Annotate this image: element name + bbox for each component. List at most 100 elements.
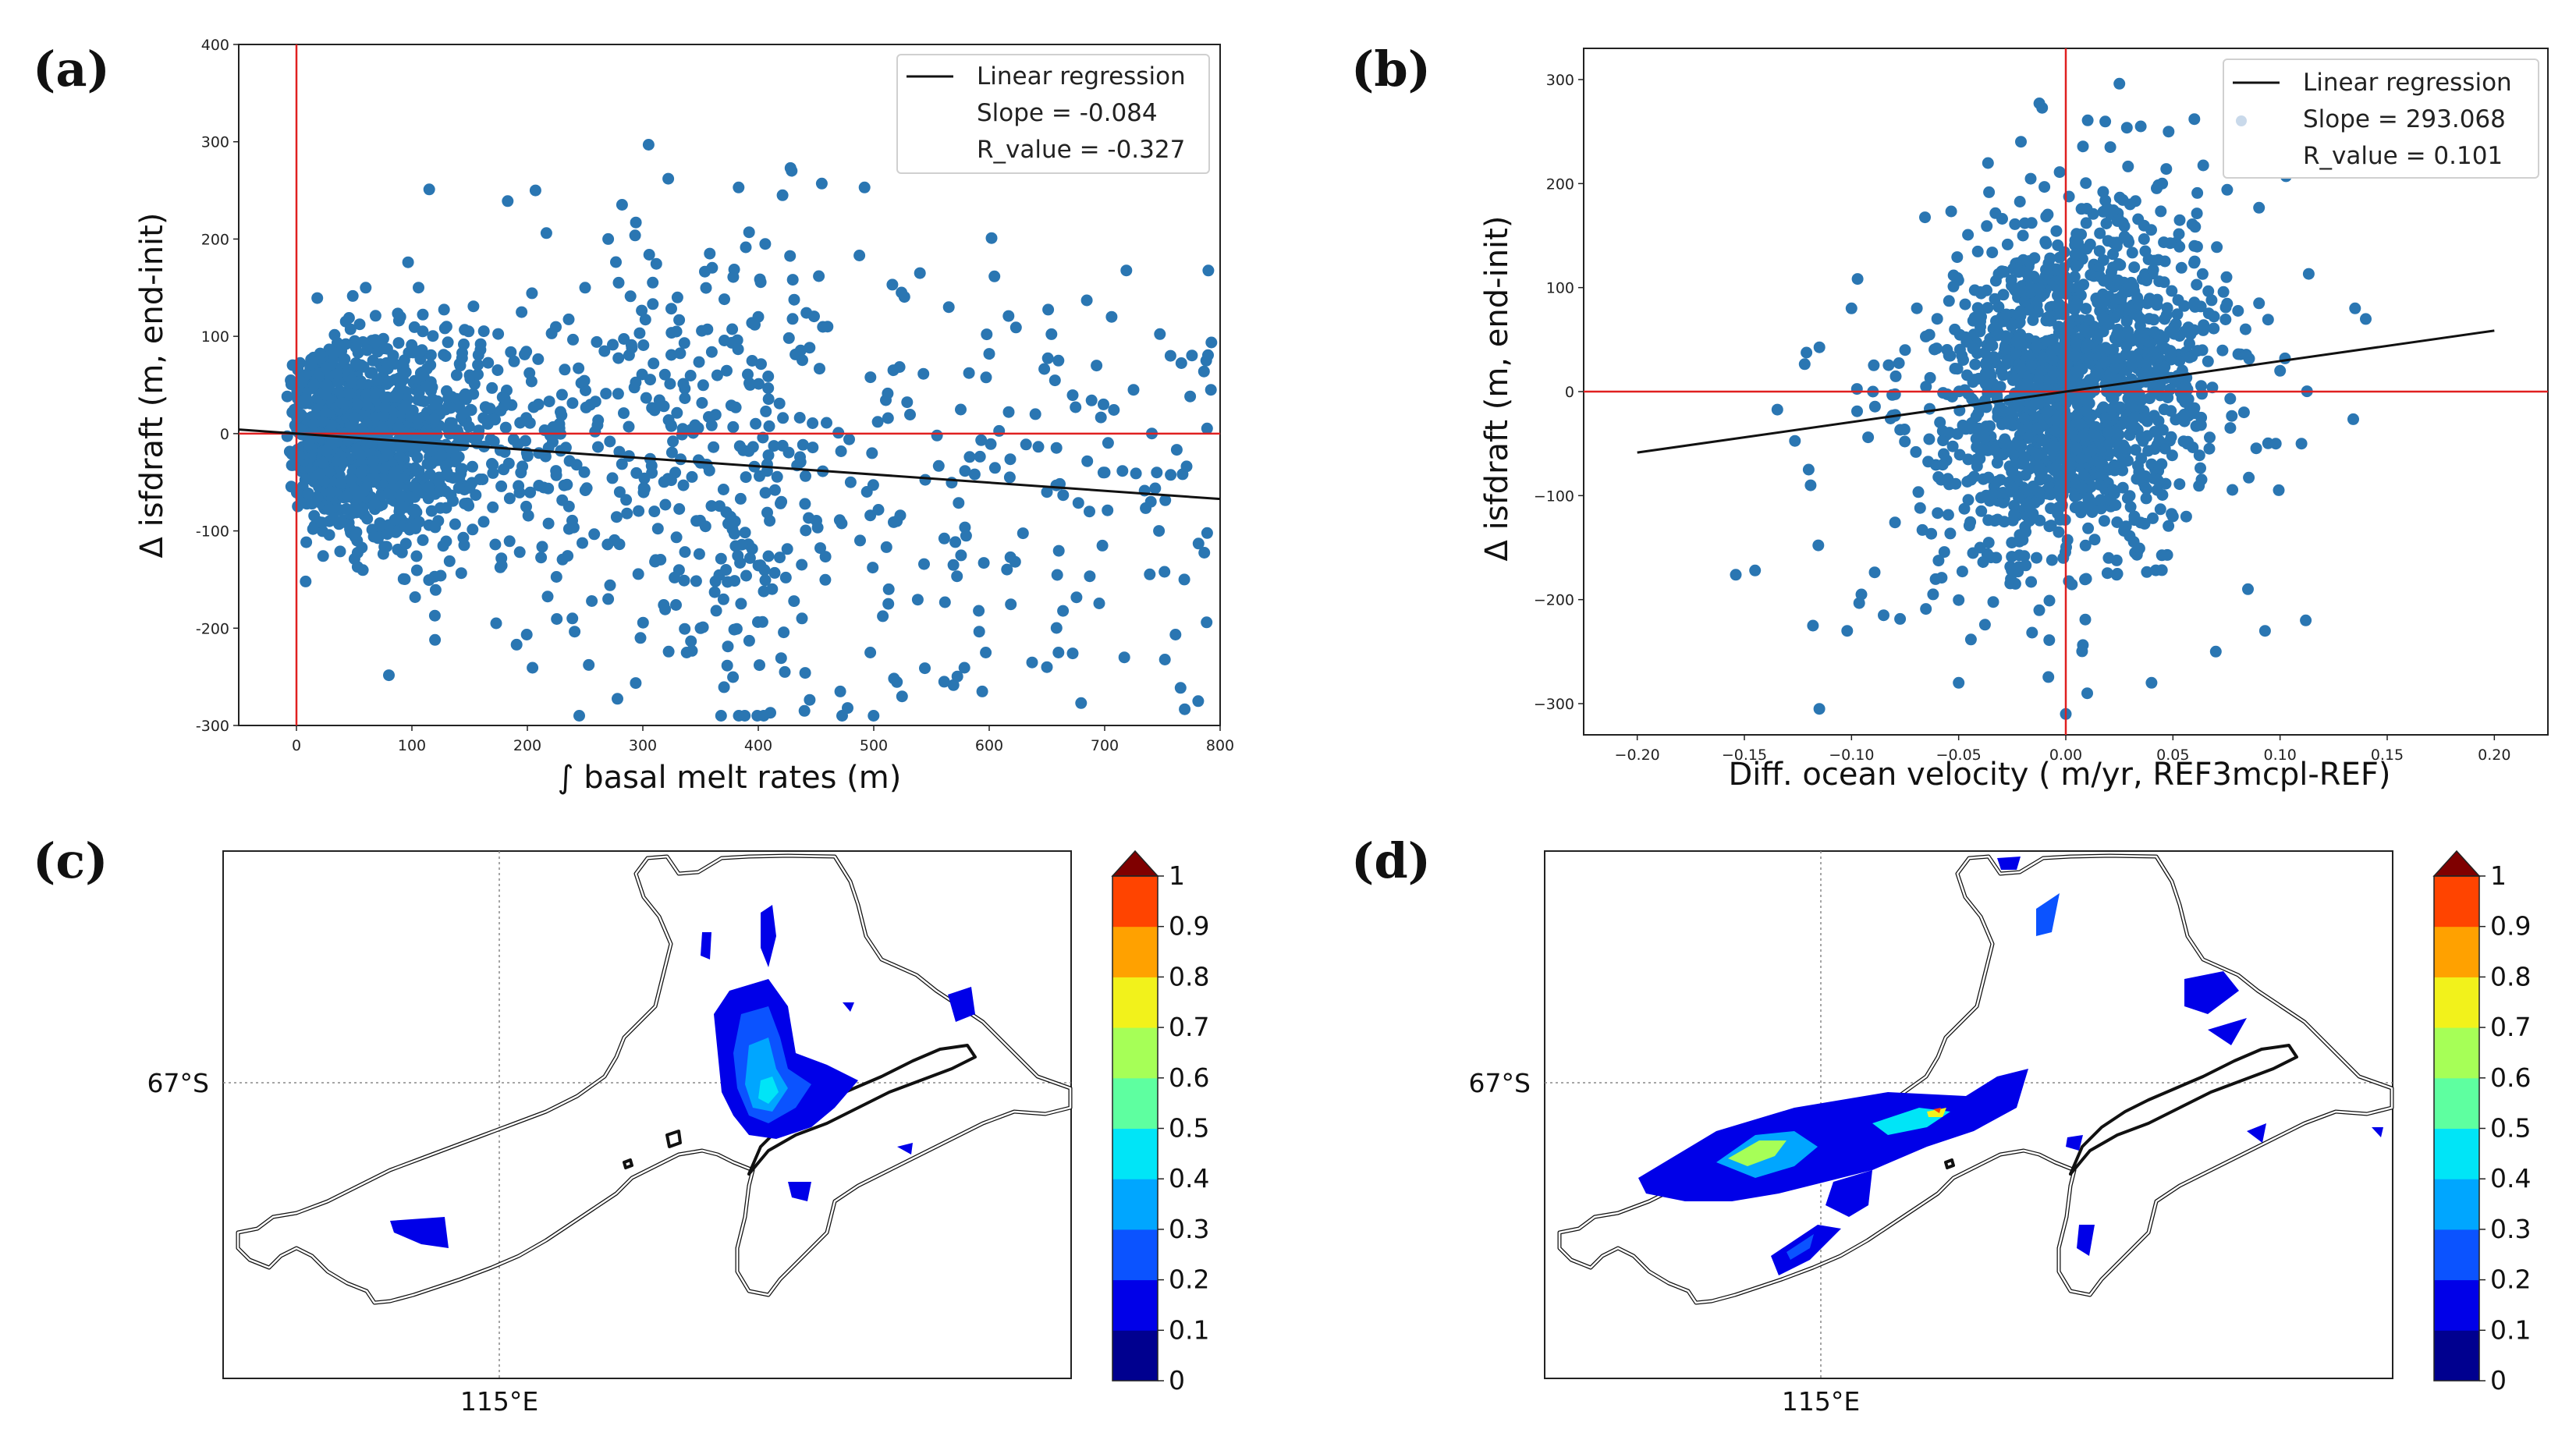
scatter-point [612,693,623,705]
scatter-point [2189,221,2202,233]
scatter-point [381,449,394,462]
scatter-point [349,357,362,369]
scatter-point [1075,697,1088,709]
scatter-point [1005,598,1017,611]
scatter-point [339,338,352,350]
scatter-point [438,303,450,316]
scatter-point [1922,456,1935,468]
scatter-point [2042,671,2055,683]
scatter-point [931,429,943,442]
scatter-point [1120,264,1133,277]
scatter-point [2175,261,2187,274]
scatter-point [2173,478,2186,491]
y-tick-label: 300 [201,134,229,151]
panel-d-patch [2184,971,2239,1014]
y-tick-label: 100 [1546,280,1574,297]
scatter-point [2124,303,2137,316]
scatter-point [953,497,965,509]
scatter-point [1924,371,1936,384]
scatter-point [2049,424,2062,437]
scatter-point [2216,344,2229,356]
scatter-point [612,388,624,400]
scatter-point [775,652,787,665]
scatter-point [768,440,780,452]
scatter-point [579,282,591,294]
scatter-point [2010,348,2022,360]
scatter-point [679,392,691,404]
scatter-point [786,313,799,325]
scatter-point [696,397,708,409]
scatter-point [441,466,453,479]
scatter-point [693,548,705,560]
scatter-point [2195,474,2208,486]
scatter-point [782,332,795,344]
scatter-point [2015,136,2027,148]
scatter-point [346,374,358,386]
scatter-point [634,632,647,644]
scatter-point [2014,286,2027,299]
scatter-point [1932,471,1945,483]
scatter-point [1052,647,1065,658]
scatter-point [2163,435,2176,447]
scatter-point [440,535,452,548]
scatter-point [2224,392,2237,405]
scatter-point [976,685,988,697]
colorbar-tick-label: 0.9 [1169,911,1209,942]
scatter-point [2145,676,2158,689]
scatter-point [636,368,648,381]
scatter-point [516,306,528,318]
scatter-point [678,337,690,349]
scatter-point [671,406,683,419]
panel-b-label: (b) [1351,41,1431,98]
scatter-point [532,398,545,410]
panel-c-map-frame [222,850,1072,1379]
scatter-point [406,339,418,351]
scatter-point [472,359,484,371]
scatter-point [1979,367,1992,379]
scatter-point [1894,612,1907,625]
scatter-point [637,339,650,351]
scatter-point [2221,297,2234,310]
scatter-point [1813,341,1826,353]
scatter-point [648,404,661,417]
scatter-point [2079,613,2092,626]
scatter-point [360,388,373,401]
scatter-point [2024,172,2037,185]
scatter-point [662,473,674,485]
scatter-point [2110,240,2123,253]
scatter-point [807,417,819,429]
scatter-point [638,483,651,495]
scatter-point [2172,294,2184,307]
scatter-point [753,378,765,390]
scatter-point [345,473,357,485]
scatter-point [2072,236,2085,249]
scatter-point [868,710,880,722]
scatter-point [2109,311,2121,324]
scatter-point [2045,520,2057,532]
scatter-point [1017,527,1029,540]
scatter-point [468,378,481,390]
scatter-point [2021,432,2034,445]
scatter-point [779,665,791,678]
scatter-point [743,552,756,564]
scatter-point [381,378,393,390]
scatter-point [458,539,470,552]
scatter-point [2021,372,2033,385]
scatter-point [2000,308,2013,321]
scatter-point [592,414,605,427]
scatter-point [586,595,598,607]
scatter-point [578,374,591,387]
scatter-point [2070,228,2083,240]
scatter-point [423,183,435,196]
scatter-point [486,381,499,394]
scatter-point [601,538,614,551]
scatter-point [1158,654,1171,665]
scatter-point [788,595,800,608]
scatter-point [864,371,877,384]
scatter-point [713,500,726,513]
scatter-point [1942,509,1954,521]
scatter-point [361,344,374,356]
scatter-point [1995,404,2007,417]
panel-d-patch [2208,1018,2247,1045]
scatter-point [307,523,319,535]
